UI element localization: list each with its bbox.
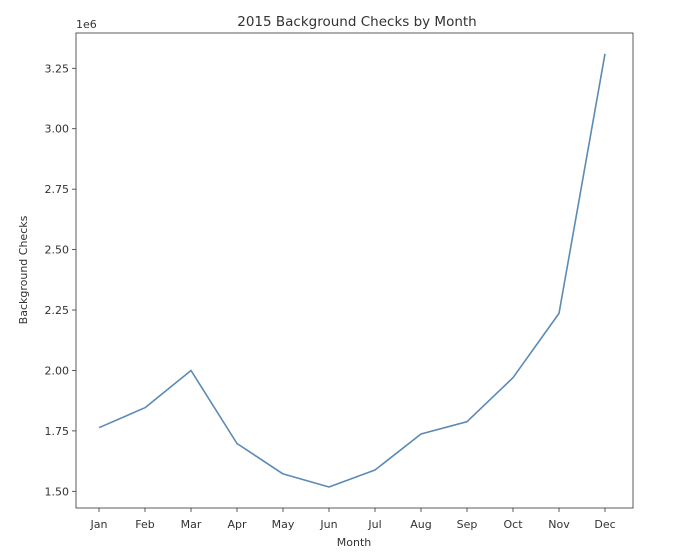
x-tick-label: Sep: [457, 518, 478, 531]
y-tick-label: 1.50: [45, 485, 70, 498]
y-axis-ticks: 1.50 1.75 2.00 2.25 2.50 2.75 3.00 3.25: [45, 62, 76, 498]
x-tick-label: Mar: [181, 518, 202, 531]
y-tick-label: 3.00: [45, 123, 70, 136]
x-axis-label: Month: [337, 536, 372, 549]
x-tick-label: Nov: [548, 518, 570, 531]
y-tick-label: 2.00: [45, 364, 70, 377]
plot-frame: [75, 32, 634, 509]
x-tick-label: May: [272, 518, 295, 531]
x-tick-label: Jul: [367, 518, 381, 531]
x-tick-label: Jun: [319, 518, 337, 531]
y-tick-label: 3.25: [45, 62, 70, 75]
series-line: [98, 53, 606, 488]
x-tick-label: Jan: [90, 518, 108, 531]
y-axis-offset-label: 1e6: [76, 18, 97, 31]
x-axis-ticks: Jan Feb Mar Apr May Jun Jul Aug Sep Oct Nov Dec: [90, 508, 616, 531]
y-tick-label: 2.50: [45, 244, 70, 257]
y-tick-label: 2.25: [45, 304, 70, 317]
y-axis-label: Background Checks: [17, 215, 30, 324]
y-tick-label: 1.75: [45, 425, 70, 438]
x-tick-label: Dec: [594, 518, 615, 531]
chart-title: 2015 Background Checks by Month: [237, 14, 477, 30]
x-tick-label: Apr: [227, 518, 247, 531]
y-tick-label: 2.75: [45, 183, 70, 196]
x-tick-label: Oct: [503, 518, 523, 531]
x-tick-label: Feb: [135, 518, 154, 531]
x-tick-label: Aug: [410, 518, 431, 531]
plot-series: [98, 53, 606, 488]
